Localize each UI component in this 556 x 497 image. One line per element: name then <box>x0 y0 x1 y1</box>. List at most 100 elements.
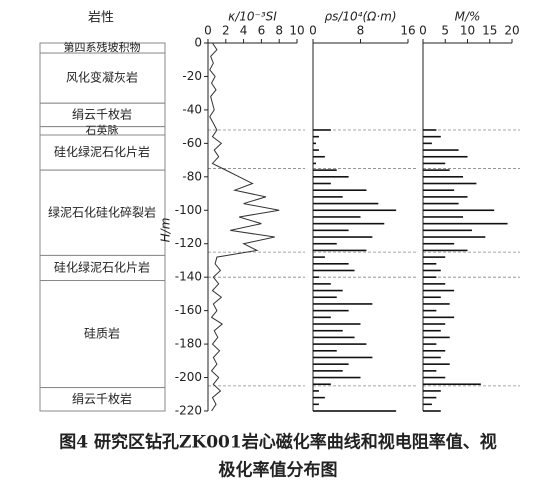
bar <box>423 289 455 292</box>
bar <box>423 209 495 212</box>
curve <box>209 42 280 412</box>
bar <box>423 263 437 265</box>
x-tick-label: 8 <box>275 24 283 38</box>
lithology-layer <box>39 169 166 256</box>
bar <box>423 256 446 258</box>
bar <box>423 349 446 352</box>
bar <box>313 209 397 212</box>
lithology-label: 绢云千枚岩 <box>72 106 132 121</box>
bar <box>423 343 437 345</box>
bar <box>423 236 486 238</box>
bar <box>313 129 331 131</box>
bar <box>313 363 349 365</box>
lithology-label: 绢云千枚岩 <box>72 391 132 406</box>
x-tick-label: 8 <box>357 24 365 38</box>
caption-line: 极化率值分布图 <box>219 460 338 481</box>
lithology-label: 硅质岩 <box>84 326 120 341</box>
bar <box>313 403 319 406</box>
y-tick-label: -120 <box>175 236 202 250</box>
bar <box>313 343 367 345</box>
bar <box>313 135 319 138</box>
bar <box>423 162 446 165</box>
bar <box>423 155 468 158</box>
bar <box>313 222 385 225</box>
bar <box>313 189 367 191</box>
y-tick-label: -180 <box>175 337 202 351</box>
bar <box>313 269 355 272</box>
bar <box>313 329 343 332</box>
lithology-label: 硅化绿泥石化片岩 <box>54 259 150 274</box>
bar <box>313 169 337 171</box>
lithology-layer <box>39 280 166 389</box>
bar <box>313 383 331 386</box>
bar <box>313 396 325 399</box>
bar <box>423 383 481 386</box>
y-tick-label: -220 <box>175 404 202 418</box>
x-tick-label: 20 <box>504 24 519 38</box>
bar <box>423 135 441 138</box>
bar <box>313 289 343 292</box>
bar <box>423 309 437 312</box>
bar <box>313 256 325 258</box>
bar <box>423 403 432 406</box>
x-tick-label: 4 <box>240 24 248 38</box>
bar <box>313 155 325 158</box>
bar <box>423 336 450 339</box>
x-tick-label: 15 <box>482 24 497 38</box>
lithology-layer <box>39 387 166 412</box>
bar <box>313 236 373 238</box>
bar <box>423 149 459 151</box>
bar <box>423 129 437 131</box>
bar <box>423 216 464 218</box>
bar <box>313 263 349 265</box>
lithology-layer <box>39 254 166 282</box>
x-tick-label: 6 <box>258 24 266 38</box>
bar <box>313 283 331 285</box>
bar <box>423 329 441 332</box>
y-axis-label: H/m <box>159 218 173 243</box>
bar <box>313 176 349 178</box>
x-tick-label: 0 <box>309 24 317 38</box>
x-axis-label: κ/10⁻³SI <box>228 10 277 24</box>
bar <box>313 370 343 372</box>
y-tick-label: -40 <box>182 102 202 116</box>
bar <box>423 390 441 392</box>
y-tick-label: -80 <box>182 169 202 183</box>
y-tick-label: -140 <box>175 270 202 284</box>
bar <box>313 296 337 299</box>
x-tick-label: 2 <box>222 24 230 38</box>
y-tick-label: -160 <box>175 303 202 317</box>
bar <box>313 410 397 412</box>
bar <box>423 222 508 225</box>
lithology-label: 石英脉 <box>86 123 119 137</box>
bar <box>313 309 349 312</box>
bar <box>423 323 446 325</box>
bar <box>423 396 437 399</box>
x-tick-label: 0 <box>204 24 212 38</box>
bar <box>423 176 464 178</box>
bar <box>313 149 319 151</box>
y-tick-label: -200 <box>175 370 202 384</box>
bar <box>423 169 450 171</box>
x-tick-label: 10 <box>289 24 304 38</box>
bar <box>423 249 468 252</box>
bar <box>313 376 361 379</box>
x-axis-label: M/% <box>455 10 481 24</box>
x-tick-label: 5 <box>441 24 449 38</box>
y-tick-label: -20 <box>182 69 202 83</box>
bar <box>313 216 361 218</box>
bar <box>423 189 455 191</box>
x-tick-label: 16 <box>400 24 415 38</box>
lithology-label: 硅化绿泥石化片岩 <box>54 144 150 159</box>
bar <box>423 196 468 198</box>
bar <box>423 296 441 299</box>
lithology-label: 第四系残坡积物 <box>64 40 141 54</box>
bar <box>423 316 455 319</box>
bar <box>423 182 477 185</box>
bar <box>423 229 472 232</box>
bar <box>313 162 316 165</box>
bar <box>423 303 450 305</box>
bar <box>313 323 361 325</box>
bar <box>423 142 432 145</box>
